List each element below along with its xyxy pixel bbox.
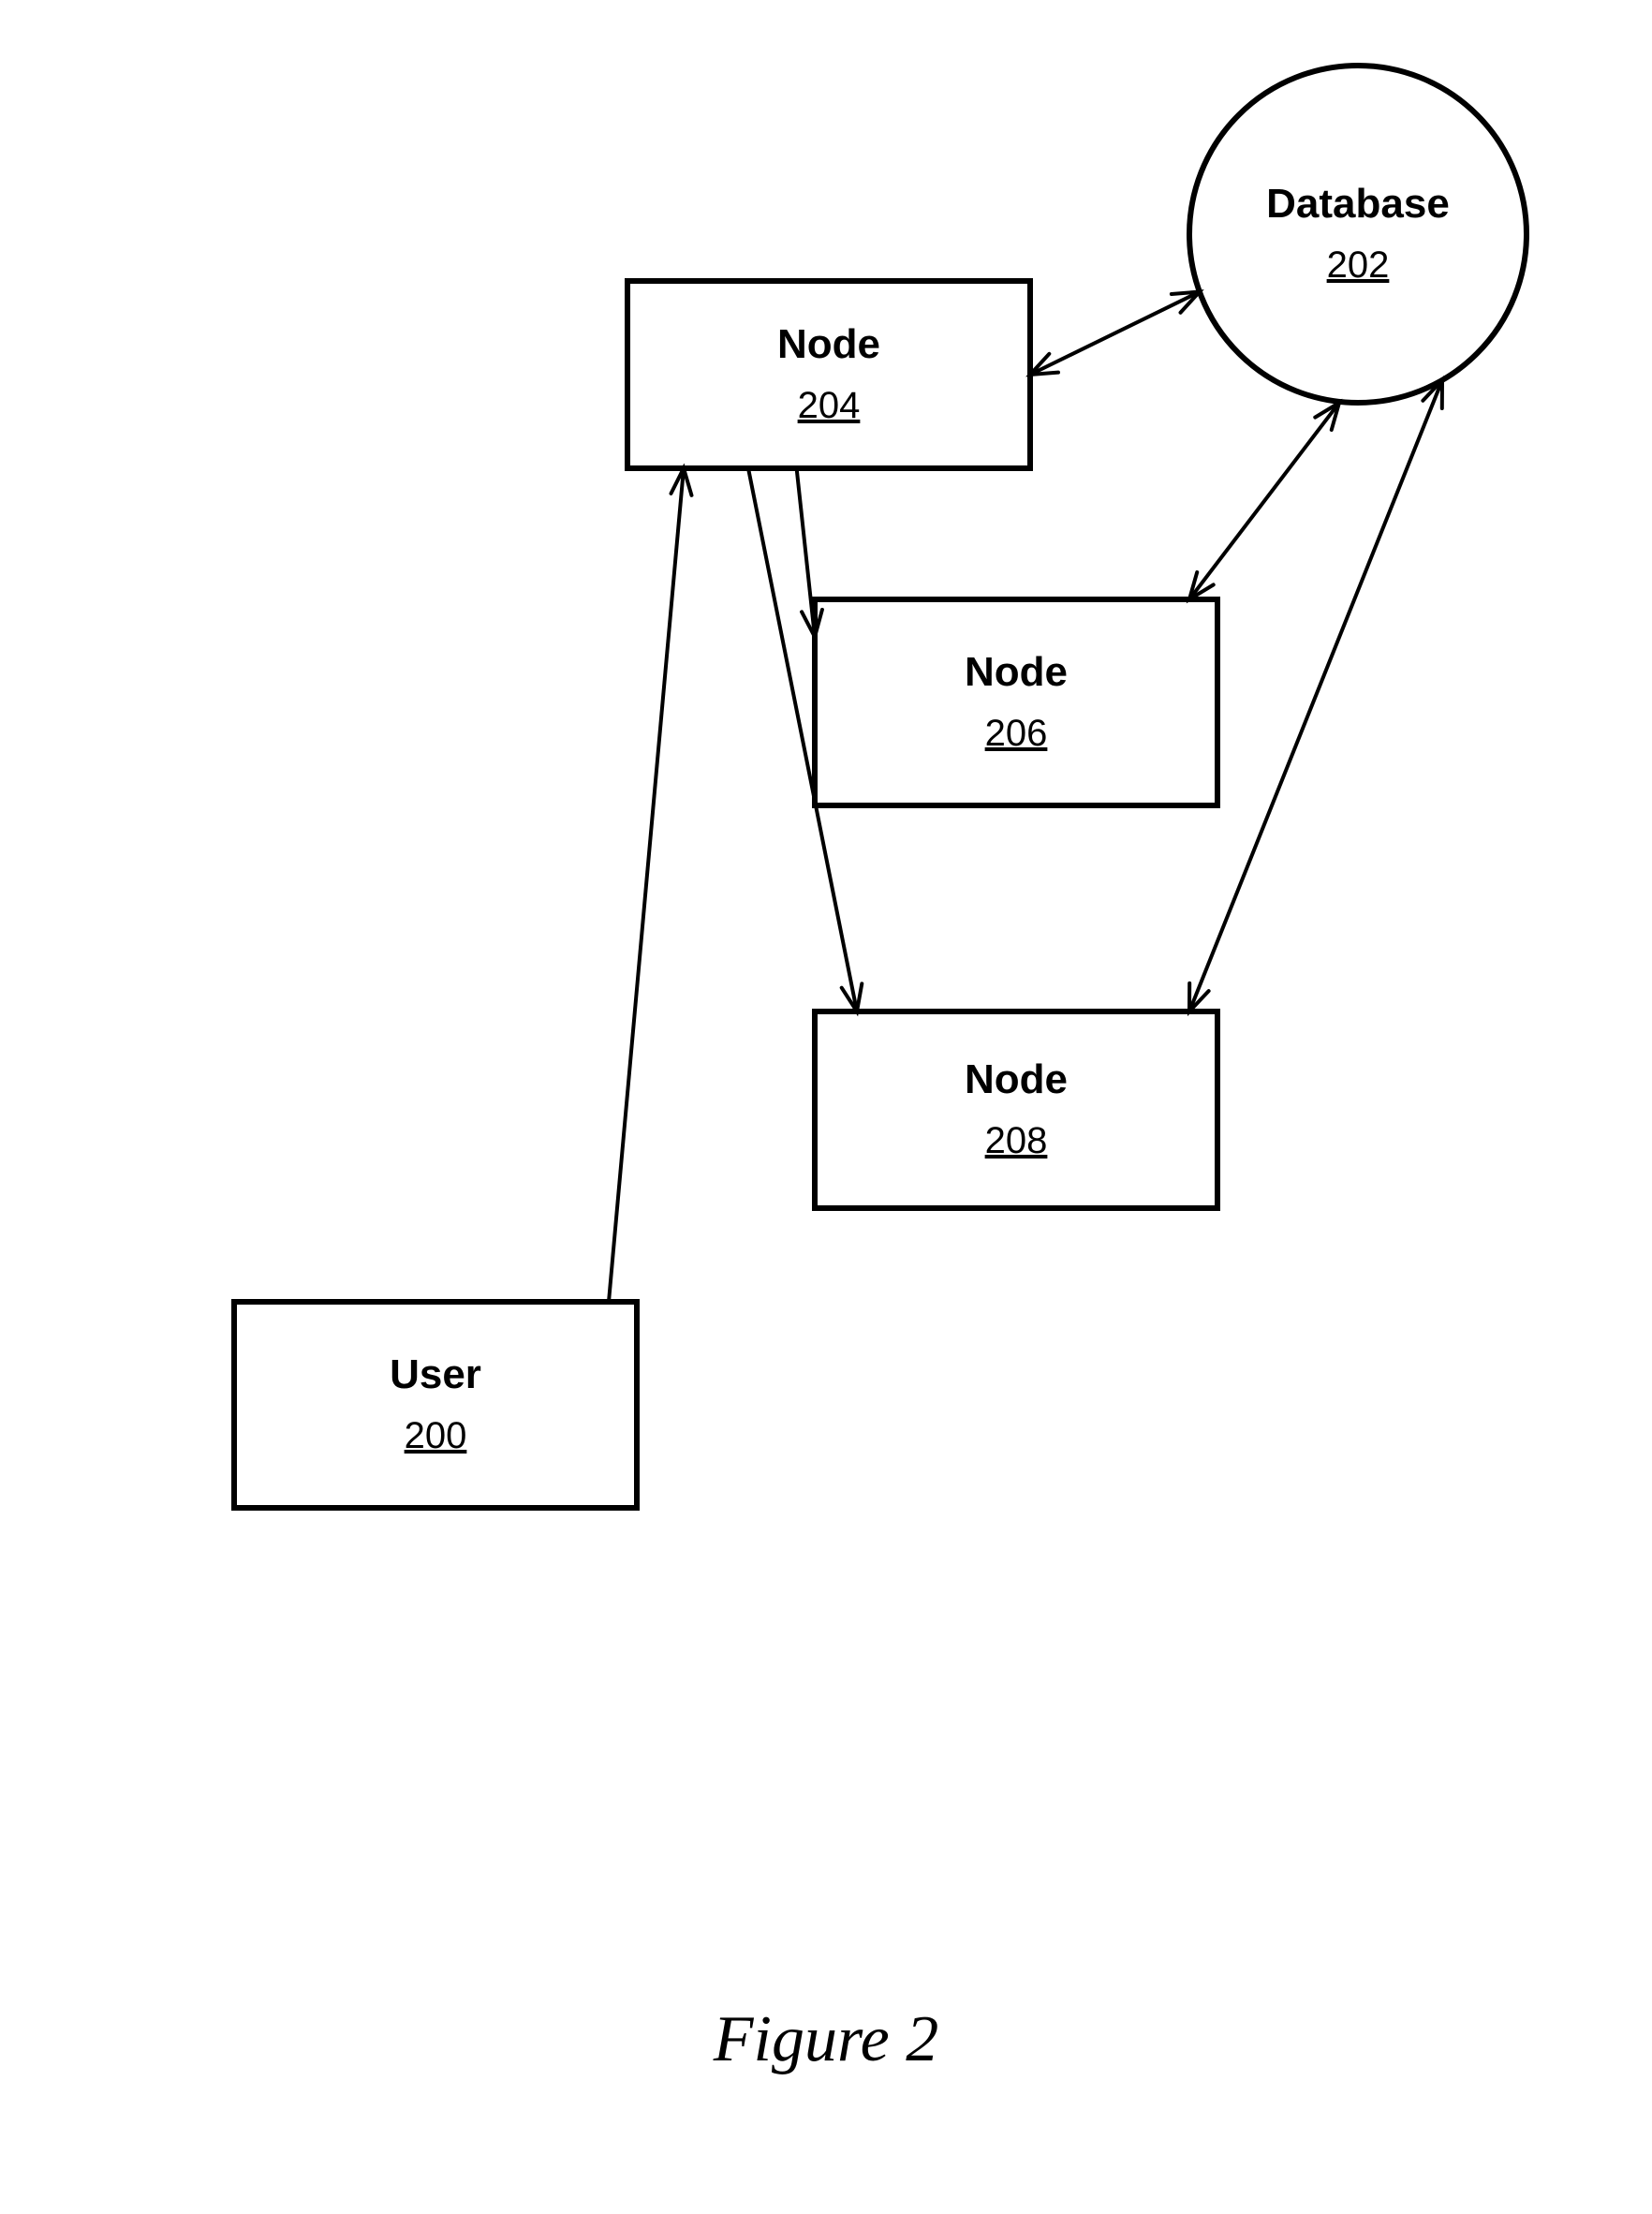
db-label: Database bbox=[1266, 181, 1450, 227]
db-circle bbox=[1189, 66, 1527, 403]
user-box bbox=[234, 1302, 637, 1508]
node1-box bbox=[627, 281, 1030, 468]
node2-ref: 206 bbox=[985, 713, 1048, 754]
node3-box bbox=[815, 1011, 1217, 1208]
edge-node2-db bbox=[1191, 406, 1336, 597]
node3-ref: 208 bbox=[985, 1120, 1048, 1161]
db-ref: 202 bbox=[1327, 244, 1390, 286]
diagram-canvas: User 200 Node 204 Node 206 Node 208 Database 202 F… bbox=[0, 0, 1652, 2214]
figure-caption: Figure 2 bbox=[713, 2003, 938, 2075]
node2-box bbox=[815, 599, 1217, 805]
edge-node1-db bbox=[1034, 293, 1197, 373]
user-label: User bbox=[390, 1351, 481, 1397]
edge-node3-db bbox=[1190, 384, 1440, 1009]
node2-label: Node bbox=[965, 649, 1068, 695]
user-ref: 200 bbox=[405, 1415, 467, 1456]
edge-node1-node2 bbox=[797, 468, 815, 633]
node3-label: Node bbox=[965, 1056, 1068, 1102]
node1-label: Node bbox=[777, 321, 880, 367]
node1-ref: 204 bbox=[798, 385, 861, 426]
edge-user-node1 bbox=[609, 472, 684, 1302]
